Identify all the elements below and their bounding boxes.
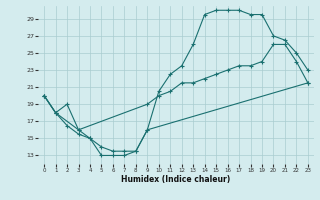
X-axis label: Humidex (Indice chaleur): Humidex (Indice chaleur) xyxy=(121,175,231,184)
